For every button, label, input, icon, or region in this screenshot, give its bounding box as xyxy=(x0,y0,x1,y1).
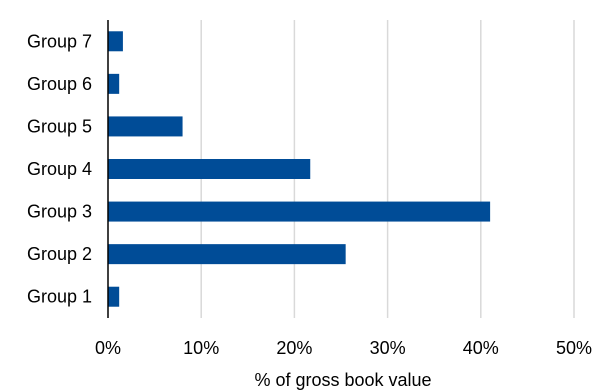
x-tick-label: 30% xyxy=(370,338,406,358)
x-tick-label: 40% xyxy=(463,338,499,358)
x-tick-labels: 0% 10% 20% 30% 40% 50% xyxy=(95,338,592,358)
bar-group-5 xyxy=(108,116,183,137)
bars xyxy=(108,31,491,307)
y-tick-label: Group 3 xyxy=(27,202,92,222)
y-tick-label: Group 6 xyxy=(27,74,92,94)
x-tick-label: 20% xyxy=(276,338,312,358)
y-tick-labels: Group 1 Group 2 Group 3 Group 4 Group 5 Group… xyxy=(27,31,92,306)
bar-group-7 xyxy=(108,31,123,52)
x-tick-label: 10% xyxy=(183,338,219,358)
y-tick-label: Group 4 xyxy=(27,159,92,179)
y-tick-label: Group 1 xyxy=(27,287,92,307)
x-axis-title: % of gross book value xyxy=(254,370,431,390)
x-tick-label: 50% xyxy=(556,338,592,358)
y-tick-label: Group 2 xyxy=(27,244,92,264)
x-tick-label: 0% xyxy=(95,338,121,358)
gridlines xyxy=(200,20,575,318)
y-tick-label: Group 5 xyxy=(27,116,92,136)
bar-group-6 xyxy=(108,73,120,94)
bar-group-4 xyxy=(108,159,311,179)
bar-group-2 xyxy=(108,244,346,265)
y-tick-label: Group 7 xyxy=(27,31,92,51)
bar-group-1 xyxy=(108,286,120,307)
bar-group-3 xyxy=(108,201,491,222)
